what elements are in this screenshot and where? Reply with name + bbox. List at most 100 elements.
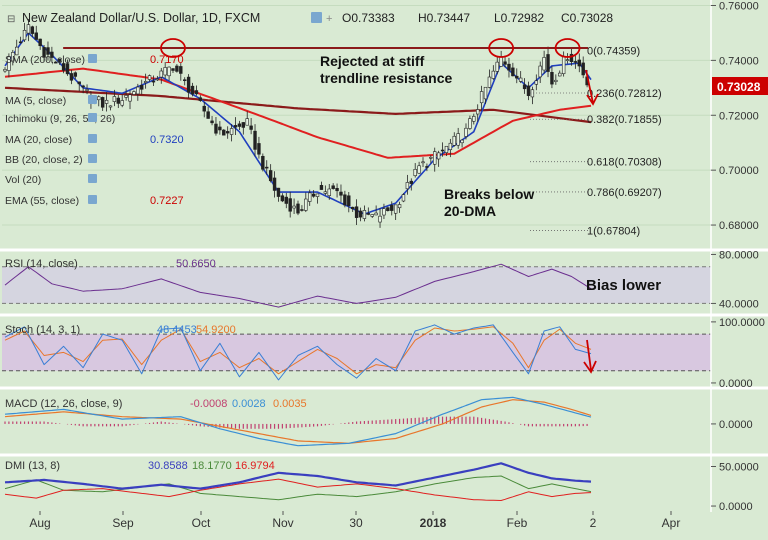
candle-down bbox=[34, 32, 38, 40]
candle-up bbox=[483, 86, 488, 100]
candle-down bbox=[61, 63, 66, 71]
add-icon[interactable]: + bbox=[326, 13, 332, 25]
candle-down bbox=[425, 166, 429, 168]
macd-value: 0.0028 bbox=[232, 398, 266, 410]
legend-label: EMA (55, close) bbox=[5, 195, 79, 207]
candle-down bbox=[38, 38, 42, 47]
candle-up bbox=[308, 192, 312, 202]
annotations bbox=[63, 38, 599, 374]
candle-down bbox=[503, 61, 507, 65]
candle-up bbox=[108, 105, 113, 108]
candle-up bbox=[561, 56, 566, 74]
current-price-badge bbox=[712, 77, 768, 95]
candle-down bbox=[214, 123, 218, 134]
legend-settings-icon bbox=[88, 54, 97, 63]
fib-level-label: 0.382(0.71855) bbox=[587, 114, 662, 126]
candle-down bbox=[319, 185, 324, 190]
time-tick-label: Apr bbox=[662, 516, 681, 530]
candle-up bbox=[448, 142, 453, 151]
candle-down bbox=[358, 210, 363, 218]
candle-up bbox=[3, 69, 7, 72]
legend-label: Vol (20) bbox=[5, 174, 41, 186]
candle-down bbox=[300, 209, 304, 211]
candle-down bbox=[257, 143, 261, 155]
candle-up bbox=[499, 56, 503, 67]
candle-down bbox=[100, 97, 105, 108]
time-tick-label: Feb bbox=[507, 516, 528, 530]
candle-up bbox=[413, 169, 417, 176]
candle-up bbox=[479, 91, 484, 104]
candle-up bbox=[315, 193, 320, 197]
rejection-circle bbox=[488, 38, 515, 58]
candle-up bbox=[554, 79, 558, 82]
candle-down bbox=[186, 76, 191, 93]
candle-up bbox=[167, 66, 171, 77]
candle-up bbox=[11, 52, 15, 62]
rejection-circle bbox=[554, 38, 581, 58]
candle-up bbox=[15, 46, 19, 56]
candle-down bbox=[440, 149, 445, 152]
chart-series bbox=[4, 32, 592, 501]
legend-value: 0.7320 bbox=[150, 134, 184, 146]
candle-down bbox=[331, 185, 335, 189]
indicator-tick-label: 0.0000 bbox=[719, 501, 753, 513]
legend-value: 0.7170 bbox=[150, 54, 184, 66]
candle-up bbox=[159, 70, 163, 78]
candle-down bbox=[272, 177, 277, 191]
candle-down bbox=[69, 73, 74, 81]
candle-up bbox=[429, 156, 433, 159]
price-down-arrow-shaft bbox=[585, 69, 594, 104]
candle-up bbox=[433, 151, 437, 165]
current-price-label: 0.73028 bbox=[717, 80, 761, 94]
candle-up bbox=[292, 205, 296, 209]
dmi-title: DMI (13, 8) bbox=[5, 460, 60, 472]
candle-down bbox=[50, 51, 54, 58]
stoch-k-value: 48.4453 bbox=[157, 324, 197, 336]
settings-icon[interactable] bbox=[311, 12, 322, 23]
adx-line bbox=[4, 462, 592, 490]
macd-signal-line bbox=[4, 399, 592, 444]
header-icons[interactable]: + bbox=[311, 12, 332, 25]
candle-down bbox=[77, 81, 81, 85]
candle-down bbox=[54, 61, 58, 64]
rsi-value: 50.6650 bbox=[176, 258, 216, 270]
indicator-tick-label: 100.0000 bbox=[719, 317, 765, 329]
fib-level-label: 0.618(0.70308) bbox=[587, 157, 662, 169]
candle-down bbox=[253, 130, 257, 150]
time-axis-bg bbox=[0, 512, 768, 535]
indicator-tick-label: 40.0000 bbox=[719, 298, 759, 310]
candle-down bbox=[261, 155, 265, 170]
collapse-icon[interactable]: ⊟ bbox=[7, 14, 15, 25]
minus-di-value: 16.9794 bbox=[235, 460, 275, 472]
ohlc-open: O0.73383 bbox=[342, 11, 395, 25]
indicator-tick-label: 0.0000 bbox=[719, 378, 753, 390]
candle-up bbox=[304, 198, 308, 211]
macd-signal-value: 0.0035 bbox=[273, 398, 307, 410]
annotation-resistance-1: Rejected at stiff bbox=[320, 53, 425, 69]
candle-down bbox=[550, 71, 554, 85]
indicator-tick-label: 80.0000 bbox=[719, 249, 759, 261]
candle-down bbox=[284, 196, 288, 204]
candle-down bbox=[511, 67, 515, 77]
legend-settings-icon bbox=[88, 95, 97, 104]
candle-up bbox=[538, 65, 542, 78]
legend-value: 0.7227 bbox=[150, 195, 184, 207]
candle-down bbox=[206, 111, 210, 119]
candle-down bbox=[241, 122, 246, 128]
indicator-bands bbox=[2, 266, 711, 372]
candle-up bbox=[476, 109, 480, 115]
candle-down bbox=[175, 65, 179, 72]
candle-down bbox=[210, 120, 214, 124]
stoch-d-value: 54.9200 bbox=[196, 324, 236, 336]
indicator-tick-label: 50.0000 bbox=[719, 461, 759, 473]
candle-down bbox=[390, 205, 394, 211]
stoch-down-arrow-shaft bbox=[586, 339, 592, 371]
candle-up bbox=[374, 212, 378, 216]
candle-up bbox=[327, 188, 331, 196]
candle-up bbox=[518, 77, 523, 82]
rsi-band bbox=[2, 266, 711, 304]
candlesticks bbox=[3, 19, 589, 228]
